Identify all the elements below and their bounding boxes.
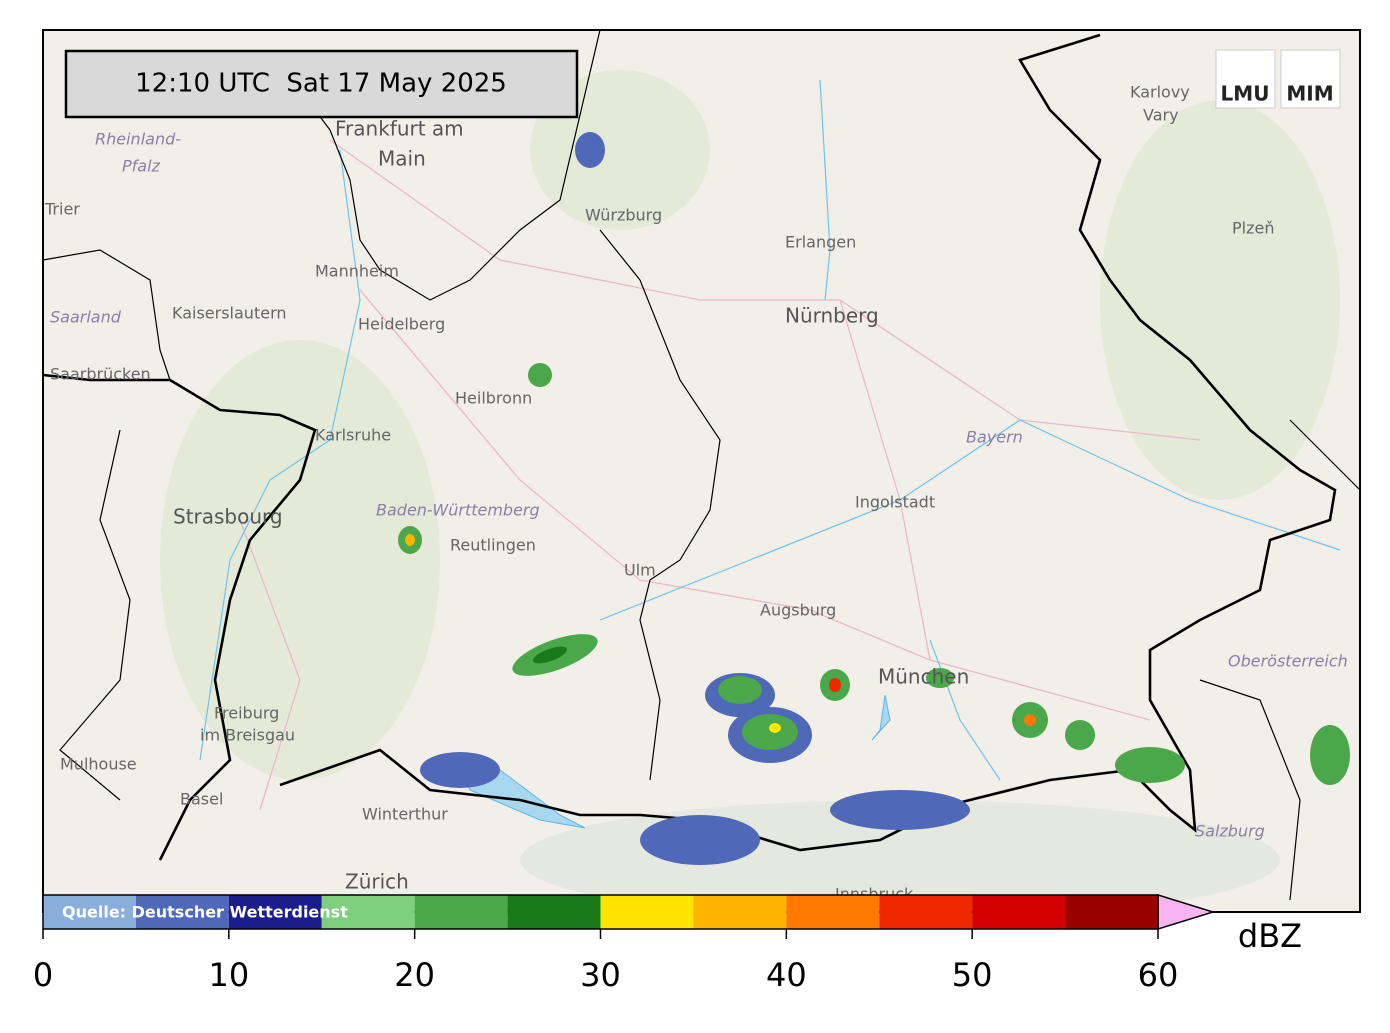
place-label: Trier	[44, 200, 80, 219]
logo-box	[1280, 49, 1341, 109]
place-label: Frankfurt am	[335, 117, 464, 141]
place-label: Ingolstadt	[855, 493, 935, 512]
place-label: Nürnberg	[785, 304, 879, 328]
region-label: Oberösterreich	[1228, 652, 1348, 671]
timestamp-box	[64, 49, 579, 119]
colorbar-segment	[786, 895, 880, 929]
place-label: Ulm	[624, 561, 656, 580]
colorbar-tick-label: 20	[394, 956, 435, 994]
colorbar-unit: dBZ	[1238, 917, 1302, 955]
place-label: Karlsruhe	[315, 426, 391, 445]
place-label: Strasbourg	[173, 505, 283, 529]
colorbar-tick-label: 40	[766, 956, 807, 994]
colorbar-segment	[135, 895, 229, 929]
colorbar-tick-label: 60	[1138, 956, 1179, 994]
place-label: Karlovy	[1130, 83, 1190, 102]
place-label: Zürich	[345, 870, 409, 894]
radar-echoes	[398, 132, 1350, 865]
place-label: Augsburg	[760, 601, 836, 620]
region-label: Baden-Württemberg	[376, 501, 540, 520]
colorbar-segment	[507, 895, 601, 929]
place-label: Plzeň	[1232, 219, 1274, 238]
place-label: im Breisgau	[200, 726, 295, 745]
place-labels: Frankfurt am Main Rheinland- Pfalz Trier…	[44, 83, 1348, 904]
place-label: Freiburg	[214, 704, 279, 723]
colorbar-tick-label: 10	[208, 956, 249, 994]
region-label: Rheinland-	[95, 130, 181, 149]
region-label: Bayern	[966, 428, 1023, 447]
place-label: Main	[378, 147, 426, 171]
colorbar-tick-label: 30	[580, 956, 621, 994]
colorbar-segment	[43, 895, 136, 929]
place-label: Heilbronn	[455, 389, 532, 408]
place-label: München	[878, 665, 969, 689]
logo: MIM	[1286, 82, 1333, 106]
colorbar-segment	[1065, 895, 1158, 929]
colorbar-segment	[879, 895, 973, 929]
colorbar-segment	[321, 895, 415, 929]
place-label: Mulhouse	[60, 755, 137, 774]
colorbar-segment	[600, 895, 694, 929]
place-label: Reutlingen	[450, 536, 536, 555]
place-label: Kaiserslautern	[172, 304, 287, 323]
colorbar-segment	[972, 895, 1066, 929]
place-label: Vary	[1143, 106, 1179, 125]
colorbar-tick-label: 0	[33, 956, 53, 994]
place-label: Basel	[180, 790, 223, 809]
colorbar-segment	[228, 895, 322, 929]
place-label: Saarbrücken	[50, 365, 151, 384]
place-label: Würzburg	[585, 206, 662, 225]
colorbar-source: Quelle: Deutscher Wetterdienst	[62, 903, 348, 922]
colorbar-segment	[693, 895, 787, 929]
colorbar-tick-label: 50	[952, 956, 993, 994]
place-label: Heidelberg	[358, 315, 445, 334]
place-label: Mannheim	[315, 262, 399, 281]
colorbar: Quelle: Deutscher Wetterdienst 0 10 20 30 40 5…	[33, 893, 1302, 994]
timestamp: 12:10 UTC Sat 17 May 2025	[135, 69, 507, 99]
place-label: Erlangen	[785, 233, 856, 252]
logo: LMU	[1221, 82, 1270, 106]
region-label: Pfalz	[122, 157, 161, 176]
region-label: Salzburg	[1195, 822, 1265, 841]
place-label: Winterthur	[362, 805, 448, 824]
colorbar-segment	[414, 895, 508, 929]
basemap	[43, 30, 1360, 912]
logo-box	[1215, 49, 1276, 109]
region-label: Saarland	[50, 308, 122, 327]
